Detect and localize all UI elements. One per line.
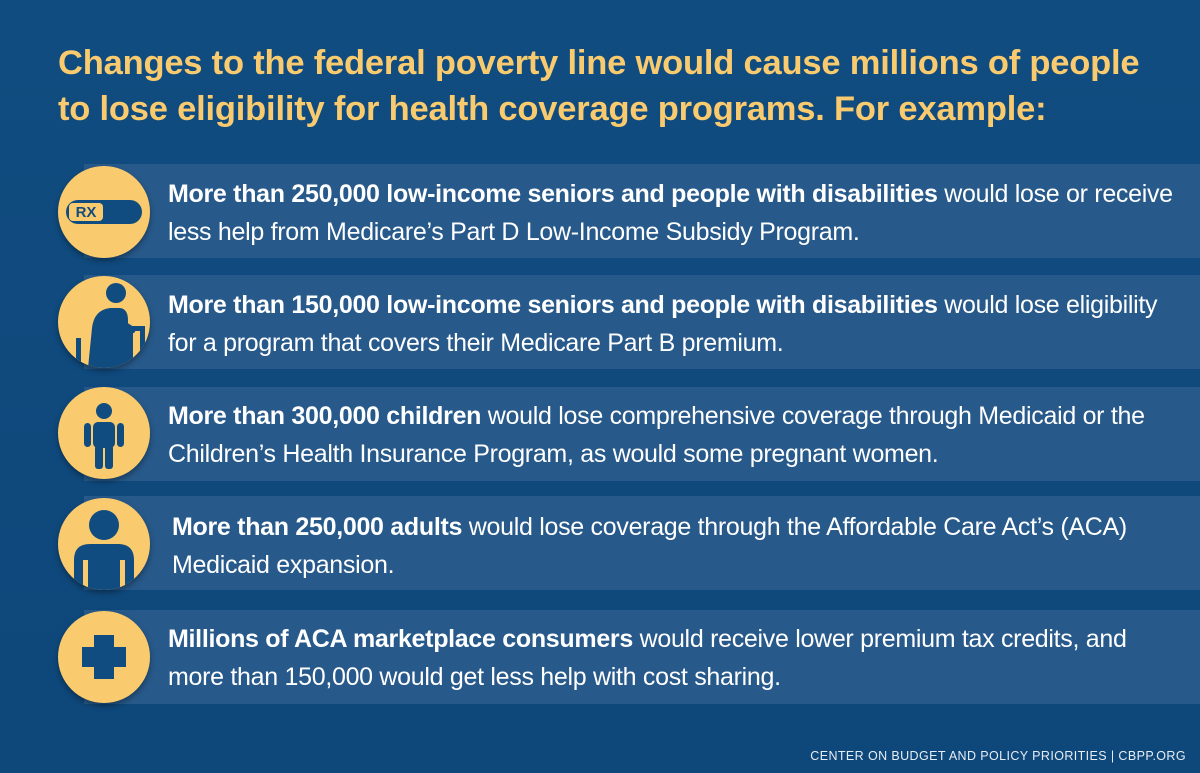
item-rest: would lose coverage through the Affordab… (172, 513, 1127, 579)
item-rest: would receive lower premium tax credits,… (168, 625, 1127, 691)
item-bold-lead: Millions of ACA marketplace consumers (168, 625, 633, 653)
item-text: More than 300,000 children would lose co… (168, 397, 1188, 473)
item-rest: would lose eligibility for a program tha… (168, 291, 1158, 357)
item-rest: would lose or receive less help from Med… (168, 180, 1173, 246)
item-bold-lead: More than 250,000 low-income seniors and… (168, 180, 938, 208)
item-bold-lead: More than 300,000 children (168, 402, 482, 430)
item-bold-lead: More than 250,000 adults (172, 513, 463, 541)
item-text: More than 250,000 adults would lose cove… (172, 508, 1192, 584)
item-band (84, 387, 1200, 481)
child-icon (58, 387, 150, 479)
item-band (84, 164, 1200, 258)
adult-person-icon (58, 498, 150, 590)
item-text: More than 150,000 low-income seniors and… (168, 286, 1188, 362)
item-text: More than 250,000 low-income seniors and… (168, 175, 1188, 251)
medical-cross-icon (58, 611, 150, 703)
item-bold-lead: More than 150,000 low-income seniors and… (168, 291, 938, 319)
headline: Changes to the federal poverty line woul… (58, 44, 1140, 128)
item-band (84, 496, 1200, 590)
footer-credit: CENTER ON BUDGET AND POLICY PRIORITIES |… (810, 749, 1186, 763)
item-rest: would lose comprehensive coverage throug… (168, 402, 1145, 468)
elderly-walker-icon (58, 276, 150, 368)
item-band (84, 610, 1200, 704)
rx-label: RX (76, 204, 97, 221)
item-band (84, 275, 1200, 369)
rx-pill-icon: RX (58, 166, 150, 258)
item-text: Millions of ACA marketplace consumers wo… (168, 620, 1188, 696)
